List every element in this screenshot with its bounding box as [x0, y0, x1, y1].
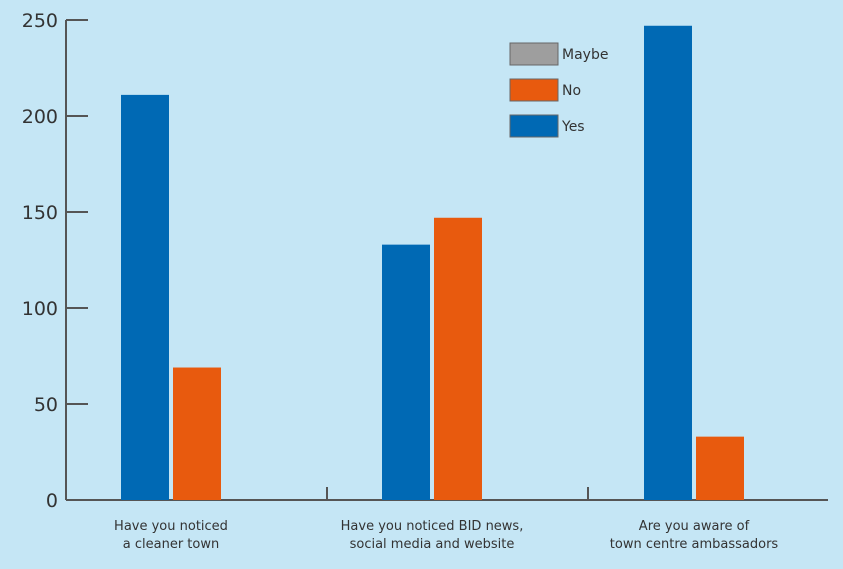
x-tick-label: Are you aware of	[639, 519, 750, 534]
legend-label-no: No	[562, 83, 581, 99]
y-tick-label: 200	[22, 106, 58, 128]
legend-label-maybe: Maybe	[562, 47, 608, 63]
x-tick-label: town centre ambassadors	[610, 537, 779, 552]
bar-no-0	[173, 367, 221, 500]
y-tick-label: 50	[34, 394, 58, 416]
y-tick-label: 250	[22, 10, 58, 32]
x-tick-label: Have you noticed	[114, 519, 228, 534]
bar-no-2	[696, 436, 744, 500]
legend: Maybe No Yes	[509, 42, 608, 138]
x-tick-label: social media and website	[350, 537, 515, 552]
legend-swatch-yes	[509, 114, 559, 138]
bar-yes-2	[644, 25, 692, 500]
tick-labels: 0 50 100 150 200 250 Have you noticed a cleaner…	[22, 10, 779, 552]
bars	[121, 25, 744, 500]
bar-no-1	[434, 217, 482, 500]
legend-label-yes: Yes	[561, 119, 585, 135]
legend-swatch-maybe	[509, 42, 559, 66]
bar-yes-1	[382, 244, 430, 500]
bar-yes-0	[121, 94, 169, 500]
x-tick-label: Have you noticed BID news,	[341, 519, 524, 534]
y-tick-label: 0	[46, 490, 58, 512]
x-tick-label: a cleaner town	[123, 537, 219, 552]
y-tick-label: 100	[22, 298, 58, 320]
legend-swatch-no	[509, 78, 559, 102]
y-tick-label: 150	[22, 202, 58, 224]
